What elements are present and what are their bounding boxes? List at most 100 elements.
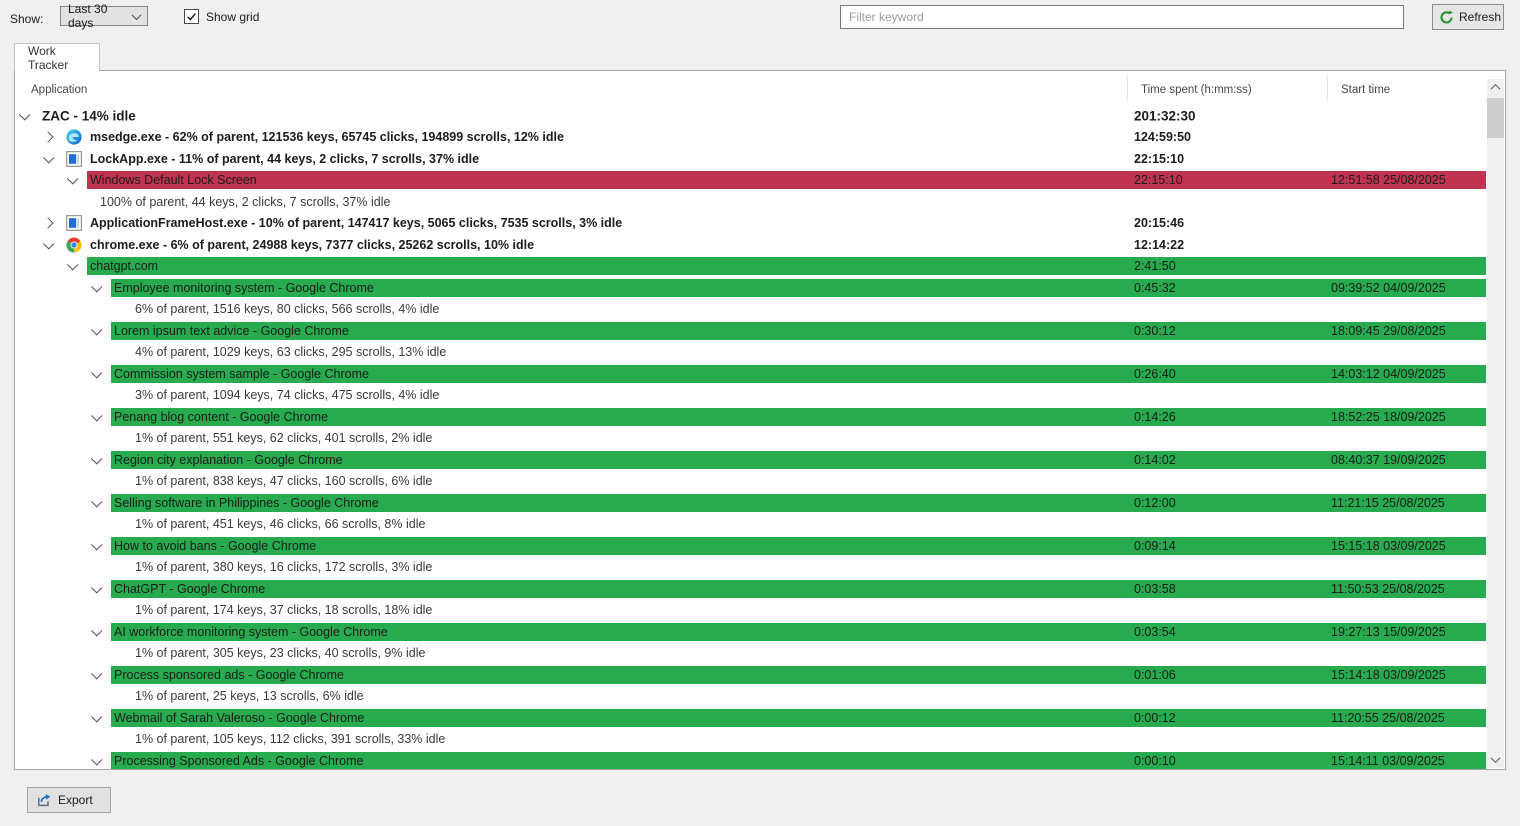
row-application-label: chatgpt.com <box>90 259 159 274</box>
tree-row[interactable]: chatgpt.com 2:41:50 <box>15 256 1486 278</box>
scroll-up-button[interactable] <box>1487 79 1504 96</box>
row-time-spent: 0:45:32 <box>1134 280 1176 295</box>
row-time-spent: 0:12:00 <box>1134 495 1176 510</box>
tree-row[interactable]: chrome.exe - 6% of parent, 24988 keys, 7… <box>15 234 1486 256</box>
tree-detail-row[interactable]: 1% of parent, 25 keys, 13 scrolls, 6% id… <box>15 686 1486 708</box>
filter-input[interactable] <box>840 5 1404 29</box>
green-highlight-band <box>111 665 1486 684</box>
scroll-down-button[interactable] <box>1487 751 1504 768</box>
chevron-down-icon[interactable] <box>91 323 103 335</box>
row-application-label: Processing Sponsored Ads - Google Chrome <box>114 753 364 768</box>
tree-row[interactable]: Region city explanation - Google Chrome 0… <box>15 449 1486 471</box>
chevron-right-icon[interactable] <box>42 131 53 143</box>
tree-detail-row[interactable]: 1% of parent, 451 keys, 46 clicks, 66 sc… <box>15 514 1486 536</box>
row-detail-text: 1% of parent, 105 keys, 112 clicks, 391 … <box>135 732 446 747</box>
show-grid-checkbox[interactable]: Show grid <box>184 9 259 24</box>
green-highlight-band <box>111 407 1486 426</box>
tree-row[interactable]: Commission system sample - Google Chrome… <box>15 363 1486 385</box>
tree-detail-row[interactable]: 1% of parent, 380 keys, 16 clicks, 172 s… <box>15 557 1486 579</box>
tree-row[interactable]: Selling software in Philippines - Google… <box>15 492 1486 514</box>
tree-detail-row[interactable]: 4% of parent, 1029 keys, 63 clicks, 295 … <box>15 342 1486 364</box>
row-start-time: 18:09:45 29/08/2025 <box>1331 323 1446 338</box>
tree-detail-row[interactable]: 100% of parent, 44 keys, 2 clicks, 7 scr… <box>15 191 1486 213</box>
tree-row[interactable]: Penang blog content - Google Chrome 0:14:… <box>15 406 1486 428</box>
tree-row[interactable]: Lorem ipsum text advice - Google Chrome 0… <box>15 320 1486 342</box>
refresh-label: Refresh <box>1459 10 1502 24</box>
row-detail-text: 100% of parent, 44 keys, 2 clicks, 7 scr… <box>100 194 391 209</box>
row-time-spent: 22:15:10 <box>1134 173 1183 188</box>
chevron-down-icon[interactable] <box>91 624 103 636</box>
chevron-down-icon[interactable] <box>91 581 103 593</box>
row-time-spent: 0:03:58 <box>1134 581 1176 596</box>
row-start-time: 15:14:18 03/09/2025 <box>1331 667 1446 682</box>
table-header: Application Time spent (h:mm:ss) Start t… <box>15 71 1505 103</box>
chevron-down-icon[interactable] <box>91 409 103 421</box>
row-time-spent: 0:14:26 <box>1134 409 1176 424</box>
chevron-down-icon[interactable] <box>91 667 103 679</box>
refresh-button[interactable]: Refresh <box>1432 4 1504 30</box>
column-divider <box>1127 75 1128 101</box>
chevron-down-icon[interactable] <box>19 108 31 120</box>
tree-detail-row[interactable]: 1% of parent, 305 keys, 23 clicks, 40 sc… <box>15 643 1486 665</box>
chevron-down-icon[interactable] <box>91 452 103 464</box>
tree-row[interactable]: Employee monitoring system - Google Chro… <box>15 277 1486 299</box>
tree-row[interactable]: AI workforce monitoring system - Google … <box>15 621 1486 643</box>
tree-detail-row[interactable]: 1% of parent, 174 keys, 37 clicks, 18 sc… <box>15 600 1486 622</box>
checkbox-checked-icon[interactable] <box>184 9 199 24</box>
tab-work-tracker[interactable]: Work Tracker <box>14 43 100 72</box>
chevron-down-icon[interactable] <box>91 495 103 507</box>
column-header-application[interactable]: Application <box>31 84 88 96</box>
green-highlight-band <box>111 278 1486 297</box>
export-button[interactable]: Export <box>27 787 111 813</box>
tree-detail-row[interactable]: 1% of parent, 838 keys, 47 clicks, 160 s… <box>15 471 1486 493</box>
row-detail-text: 1% of parent, 305 keys, 23 clicks, 40 sc… <box>135 646 426 661</box>
tree-row[interactable]: How to avoid bans - Google Chrome 0:09:14… <box>15 535 1486 557</box>
row-start-time: 14:03:12 04/09/2025 <box>1331 366 1446 381</box>
row-start-time: 08:40:37 19/09/2025 <box>1331 452 1446 467</box>
green-highlight-band <box>111 708 1486 727</box>
scrollbar-thumb[interactable] <box>1487 98 1504 138</box>
tree-row[interactable]: Process sponsored ads - Google Chrome 0:0… <box>15 664 1486 686</box>
tree-row[interactable]: ChatGPT - Google Chrome 0:03:58 11:50:53 2… <box>15 578 1486 600</box>
tree-detail-row[interactable]: 1% of parent, 551 keys, 62 clicks, 401 s… <box>15 428 1486 450</box>
tree-detail-row[interactable]: 3% of parent, 1094 keys, 74 clicks, 475 … <box>15 385 1486 407</box>
chevron-down-icon[interactable] <box>67 259 79 271</box>
row-start-time: 12:51:58 25/08/2025 <box>1331 173 1446 188</box>
row-time-spent: 0:01:06 <box>1134 667 1176 682</box>
tree-row[interactable]: Windows Default Lock Screen 22:15:10 12:51… <box>15 170 1486 192</box>
chevron-down-icon[interactable] <box>91 280 103 292</box>
tree-row[interactable]: msedge.exe - 62% of parent, 121536 keys,… <box>15 127 1486 149</box>
date-range-select[interactable]: Last 30 days <box>60 2 148 30</box>
tracker-panel: Application Time spent (h:mm:ss) Start t… <box>14 70 1506 770</box>
row-detail-text: 1% of parent, 551 keys, 62 clicks, 401 s… <box>135 431 433 446</box>
chevron-down-icon[interactable] <box>43 151 55 163</box>
chevron-down-icon[interactable] <box>67 173 79 185</box>
tree-row[interactable]: ApplicationFrameHost.exe - 10% of parent… <box>15 213 1486 235</box>
green-highlight-band <box>111 364 1486 383</box>
chevron-down-icon[interactable] <box>91 753 103 765</box>
tree-row[interactable]: Processing Sponsored Ads - Google Chrome… <box>15 750 1486 769</box>
row-application-label: Employee monitoring system - Google Chro… <box>114 280 374 295</box>
row-time-spent: 201:32:30 <box>1134 108 1196 124</box>
chevron-right-icon[interactable] <box>42 217 53 229</box>
row-detail-text: 1% of parent, 380 keys, 16 clicks, 172 s… <box>135 560 433 575</box>
tree-row[interactable]: ZAC - 14% idle 201:32:30 <box>15 105 1486 127</box>
tree-row[interactable]: Webmail of Sarah Valeroso - Google Chrom… <box>15 707 1486 729</box>
chevron-down-icon[interactable] <box>91 366 103 378</box>
chevron-down-icon[interactable] <box>91 538 103 550</box>
tree-detail-row[interactable]: 1% of parent, 105 keys, 112 clicks, 391 … <box>15 729 1486 751</box>
column-header-time-spent[interactable]: Time spent (h:mm:ss) <box>1141 84 1252 96</box>
row-start-time: 15:14:11 03/09/2025 <box>1331 753 1445 768</box>
row-detail-text: 4% of parent, 1029 keys, 63 clicks, 295 … <box>135 345 447 360</box>
row-application-label: LockApp.exe - 11% of parent, 44 keys, 2 … <box>90 151 480 166</box>
row-start-time: 18:52:25 18/09/2025 <box>1331 409 1446 424</box>
green-highlight-band <box>111 579 1486 598</box>
chevron-down-icon[interactable] <box>43 237 55 249</box>
chevron-down-icon[interactable] <box>91 710 103 722</box>
tree-detail-row[interactable]: 6% of parent, 1516 keys, 80 clicks, 566 … <box>15 299 1486 321</box>
tree-row[interactable]: LockApp.exe - 11% of parent, 44 keys, 2 … <box>15 148 1486 170</box>
row-application-label: How to avoid bans - Google Chrome <box>114 538 317 553</box>
column-header-start-time[interactable]: Start time <box>1341 84 1391 96</box>
row-application-label: Penang blog content - Google Chrome <box>114 409 329 424</box>
vertical-scrollbar[interactable] <box>1487 79 1504 768</box>
